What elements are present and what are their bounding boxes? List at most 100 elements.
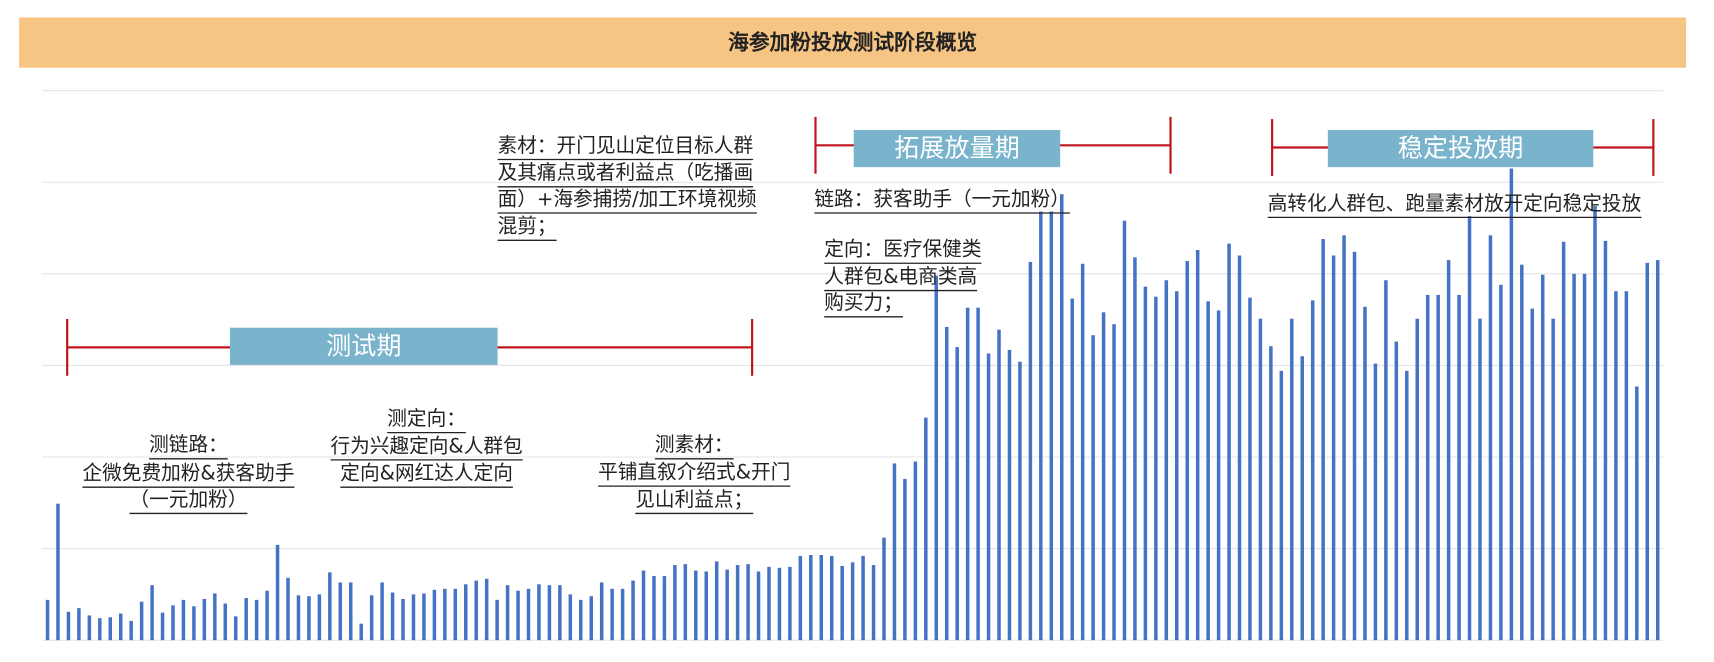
bar <box>934 275 939 641</box>
bar <box>1405 370 1409 641</box>
annotation: 定向：医疗保健类 <box>824 238 981 261</box>
bar <box>537 584 541 641</box>
bar <box>307 596 311 641</box>
bar <box>1143 286 1148 641</box>
annotation: 链路：获客助手（一元加粉） <box>814 187 1070 210</box>
bar <box>411 594 416 641</box>
bar <box>1342 235 1346 641</box>
bar <box>1028 261 1033 641</box>
bar <box>735 565 740 641</box>
bar <box>1290 318 1294 641</box>
annotation: 购买力； <box>824 291 903 314</box>
phase-box <box>229 327 498 365</box>
bar <box>77 608 81 641</box>
bar <box>1530 308 1535 641</box>
bar <box>1582 273 1587 641</box>
bar <box>746 564 750 641</box>
bar <box>1478 318 1482 641</box>
bar <box>871 565 876 641</box>
bar <box>1133 257 1137 641</box>
bar <box>1394 341 1399 641</box>
bar <box>599 582 604 641</box>
bar <box>1384 280 1388 641</box>
bar <box>662 576 667 641</box>
bar <box>903 478 907 641</box>
annotation: 企微免费加粉&获客助手 <box>83 462 295 485</box>
bar <box>369 595 374 641</box>
bar <box>1603 240 1608 641</box>
bar <box>1593 206 1597 641</box>
bar <box>1561 241 1566 641</box>
bar <box>505 585 510 641</box>
bar <box>1039 211 1043 641</box>
bar <box>213 593 217 641</box>
bar <box>1175 291 1179 641</box>
bar <box>850 562 855 641</box>
phase-box <box>853 129 1061 168</box>
bar <box>683 564 688 641</box>
bar <box>453 588 458 641</box>
annotation: 素材：开门见山定位目标人群 <box>498 134 754 157</box>
bar <box>1216 310 1221 641</box>
bar <box>809 554 813 641</box>
bar <box>777 567 782 641</box>
bar <box>1467 216 1472 641</box>
annotation: 人群包&电商类高 <box>824 265 977 288</box>
bar <box>254 599 259 641</box>
bar <box>829 555 834 641</box>
bar <box>390 592 395 641</box>
annotation: 及其痛点或者利益点（吃播画 <box>498 161 754 184</box>
bar <box>819 554 824 641</box>
bar <box>171 605 175 641</box>
bar <box>756 571 761 641</box>
bar <box>233 616 238 641</box>
bar <box>714 561 719 641</box>
bar <box>1520 264 1524 641</box>
bar <box>1237 255 1242 641</box>
bar <box>589 596 593 641</box>
phase-box <box>1327 129 1594 168</box>
bar <box>265 590 269 641</box>
bar <box>1415 318 1419 641</box>
bar <box>1185 261 1189 641</box>
bar <box>464 584 468 641</box>
bar <box>944 326 949 641</box>
bar <box>108 617 113 641</box>
bar <box>924 417 928 641</box>
bar <box>1227 243 1231 641</box>
bar <box>1269 346 1273 641</box>
bar <box>1122 220 1127 641</box>
bar <box>192 606 196 641</box>
bar <box>694 570 698 641</box>
phase-label: 拓展放量期 <box>894 134 1020 163</box>
bar <box>1321 239 1325 641</box>
bar <box>87 615 92 641</box>
bar <box>181 599 186 641</box>
bar <box>1373 363 1378 641</box>
bar <box>474 580 478 641</box>
bar <box>118 613 123 641</box>
bar <box>150 585 154 641</box>
bar <box>98 618 102 641</box>
bar <box>1363 306 1367 641</box>
bar <box>641 570 646 641</box>
bar <box>1206 301 1210 641</box>
bar <box>840 565 844 641</box>
bar <box>139 601 144 641</box>
bar <box>1645 262 1650 641</box>
annotation: 测定向： <box>387 407 466 430</box>
annotation: 混剪； <box>498 215 557 238</box>
annotation: 测素材： <box>655 433 734 456</box>
bar <box>965 307 970 641</box>
bar <box>422 593 426 641</box>
bar <box>704 571 708 641</box>
bar <box>1060 194 1064 641</box>
bar <box>1331 255 1336 641</box>
header-band <box>19 17 1687 68</box>
bar <box>631 580 635 641</box>
bar <box>1091 335 1095 641</box>
annotation: 高转化人群包、跑量素材放开定向稳定投放 <box>1268 192 1642 215</box>
bar <box>443 588 447 641</box>
annotation: 面）+海参捕捞/加工环境视频 <box>498 187 757 210</box>
bar <box>1540 274 1545 641</box>
